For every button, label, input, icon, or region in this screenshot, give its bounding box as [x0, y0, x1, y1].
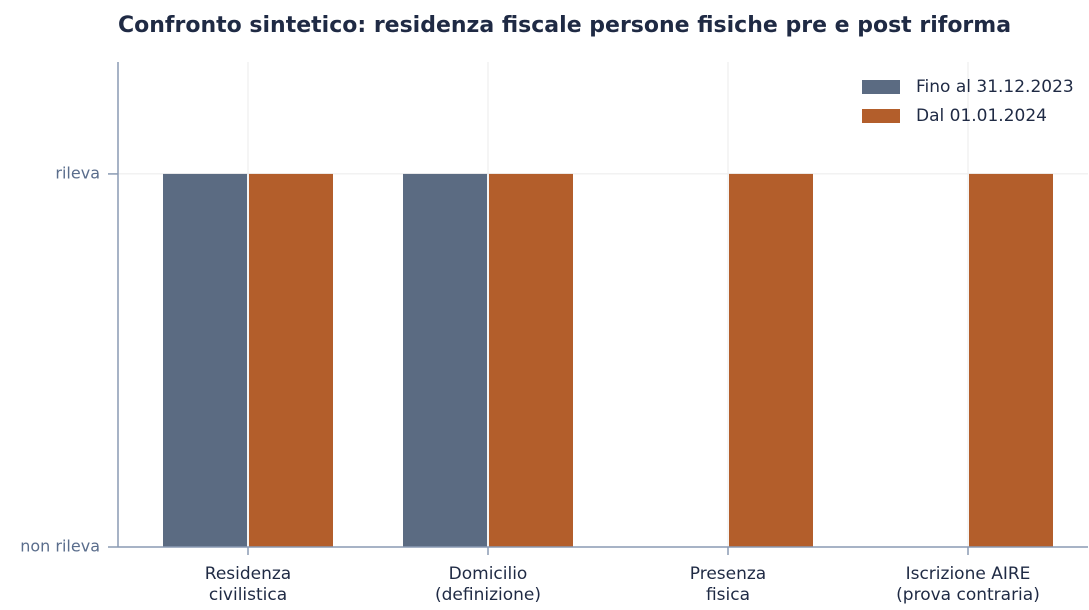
- bar: [163, 173, 247, 547]
- bar: [403, 173, 487, 547]
- chart-title: Confronto sintetico: residenza fiscale p…: [118, 13, 1011, 38]
- x-tick-label: Presenza fisica: [689, 564, 767, 605]
- bar: [489, 173, 573, 547]
- legend-swatch: [862, 80, 900, 94]
- bar: [729, 173, 813, 547]
- x-tick-label: Iscrizione AIRE (prova contraria): [896, 564, 1040, 605]
- x-tick-label: Domicilio (definizione): [434, 564, 541, 605]
- y-tick-label: rileva: [55, 163, 100, 182]
- legend-label: Fino al 31.12.2023: [916, 77, 1074, 97]
- bar: [969, 173, 1053, 547]
- legend-label: Dal 01.01.2024: [916, 106, 1047, 126]
- y-tick-label: non rileva: [20, 537, 100, 556]
- x-tick-label: Residenza civilistica: [204, 564, 292, 605]
- legend-swatch: [862, 109, 900, 123]
- bar: [249, 173, 333, 547]
